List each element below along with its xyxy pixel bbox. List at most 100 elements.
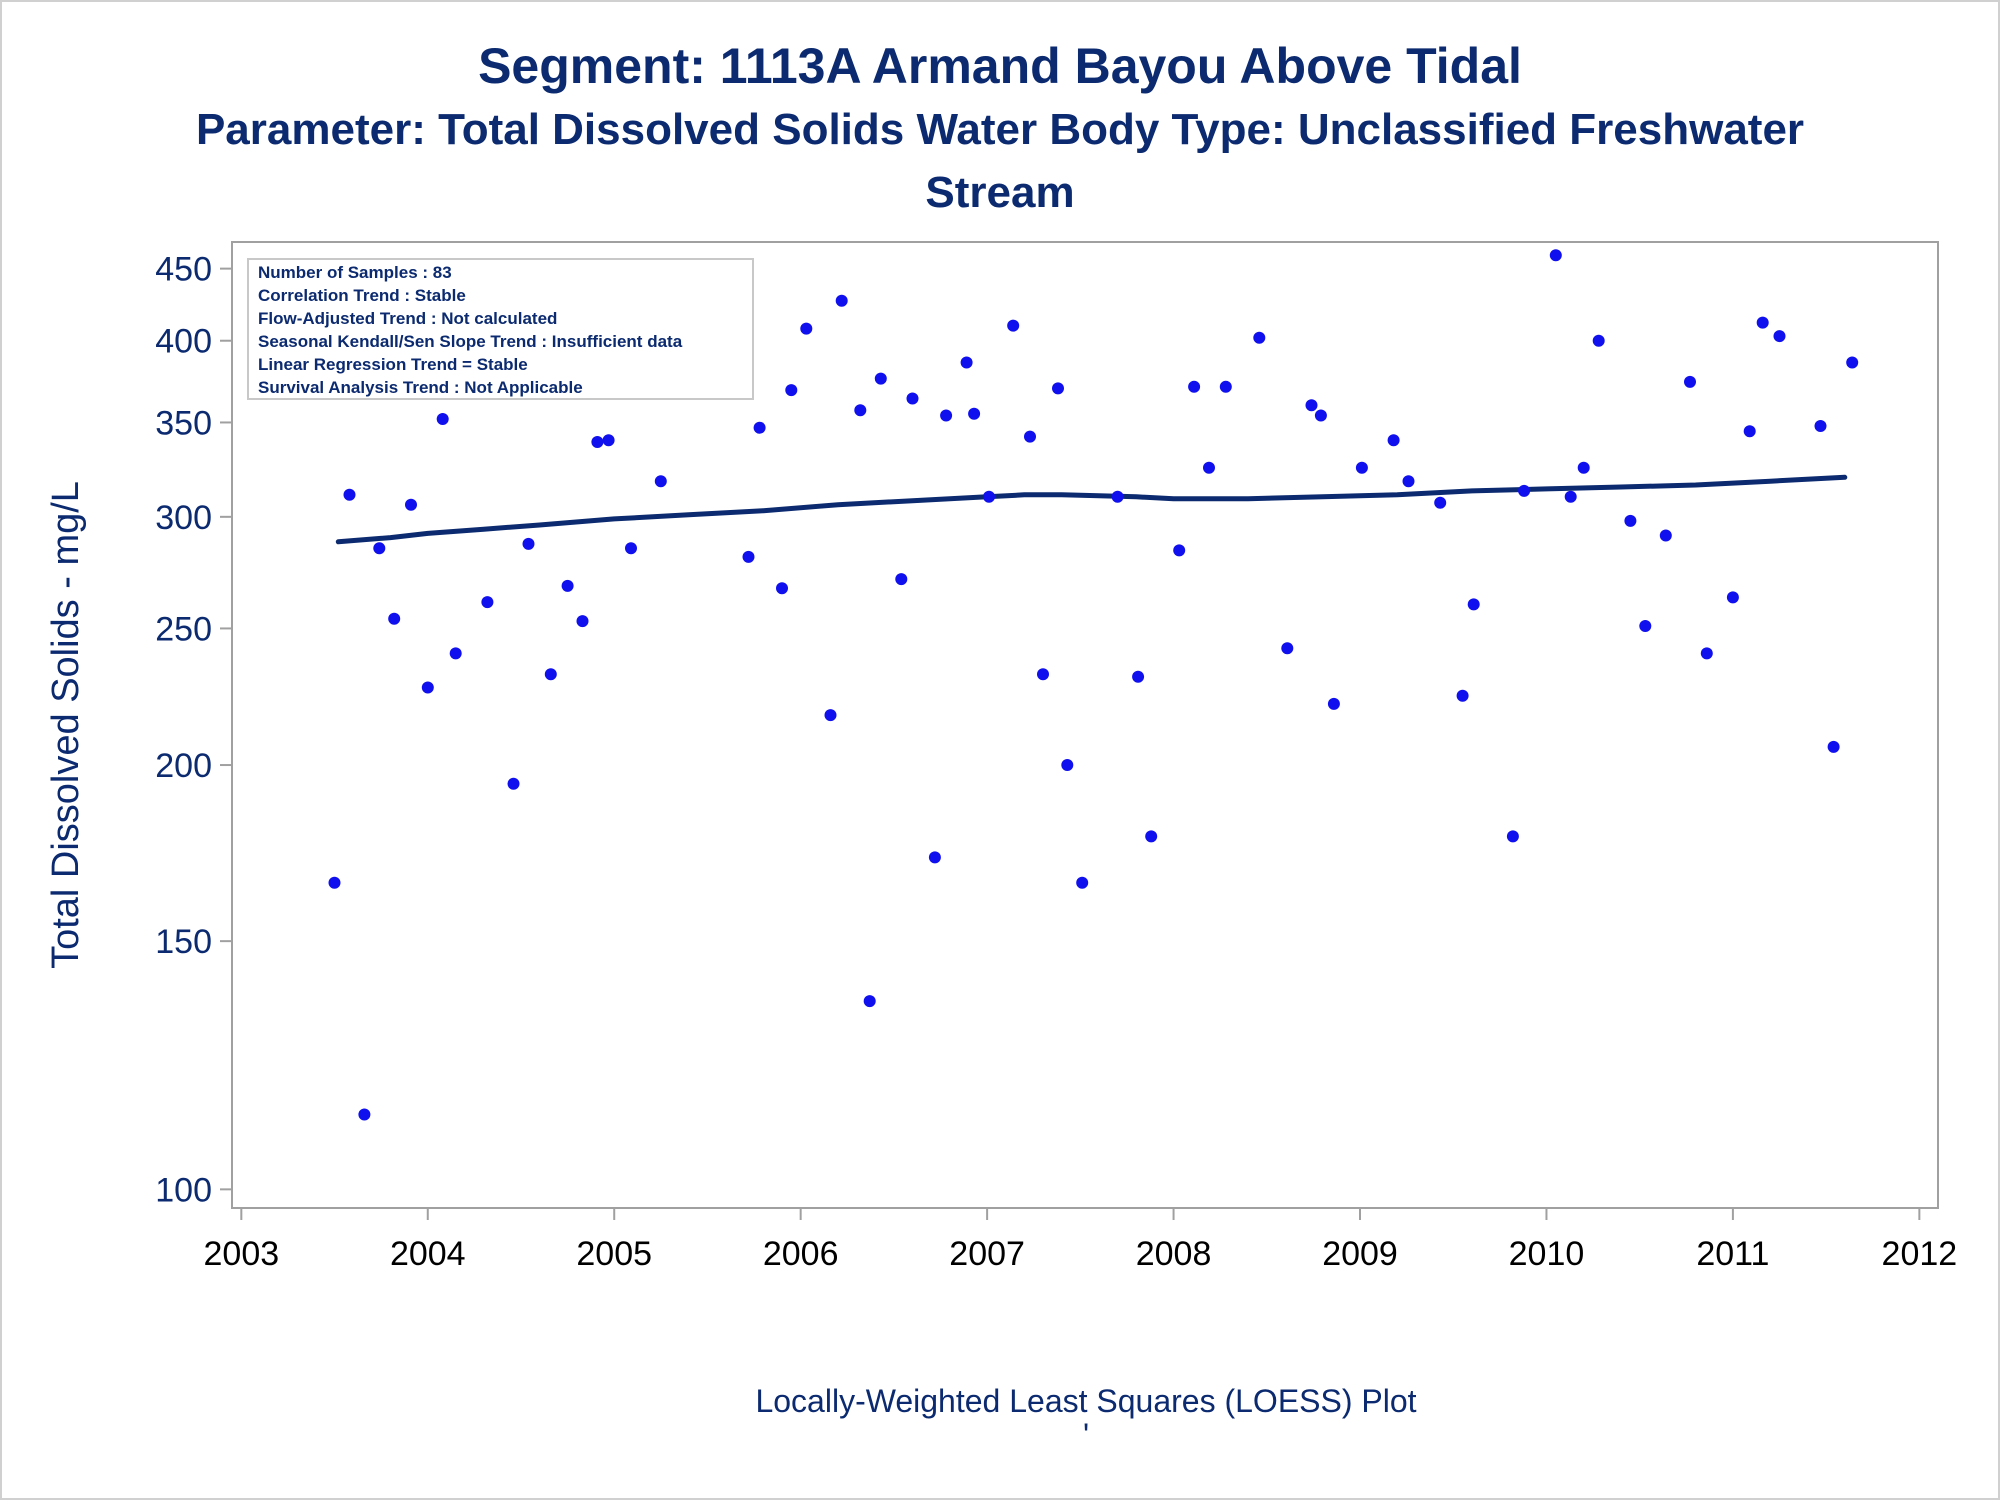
data-point: [863, 995, 876, 1008]
data-point: [1456, 689, 1469, 702]
data-point: [343, 488, 356, 501]
data-point: [1314, 409, 1327, 422]
y-tick-label: 100: [155, 1171, 212, 1209]
y-tick-label: 450: [155, 251, 212, 289]
data-point: [1132, 670, 1145, 683]
data-point: [1061, 759, 1074, 771]
x-tick-label: 2003: [204, 1235, 280, 1273]
data-point: [373, 542, 386, 555]
data-point: [358, 1108, 371, 1121]
chart-subtitle-line-2: Stream: [925, 168, 1075, 217]
data-point: [388, 612, 401, 625]
data-point: [776, 582, 788, 595]
data-point: [785, 384, 798, 397]
x-tick-label: 2004: [390, 1235, 466, 1273]
plot-area: [231, 241, 1939, 1209]
stat-seasonal-kendall-trend: Seasonal Kendall/Sen Slope Trend : Insuf…: [258, 332, 683, 351]
data-point: [968, 407, 981, 420]
data-point: [522, 537, 535, 550]
data-point: [481, 596, 494, 609]
x-tick-label: 2007: [949, 1235, 1025, 1273]
data-point: [753, 421, 766, 434]
data-point: [1402, 475, 1415, 488]
points-layer: [328, 249, 1859, 1121]
data-point: [928, 851, 941, 864]
stat-number-of-samples: Number of Samples : 83: [258, 263, 452, 282]
data-point: [940, 409, 953, 422]
data-point: [1434, 496, 1447, 509]
data-point: [1518, 484, 1531, 497]
data-point: [405, 498, 417, 511]
data-point: [1305, 399, 1318, 412]
stat-survival-analysis-trend: Survival Analysis Trend : Not Applicable: [258, 378, 583, 397]
stat-flow-adjusted-trend: Flow-Adjusted Trend : Not calculated: [258, 309, 557, 328]
x-tick-label: 2008: [1136, 1235, 1212, 1273]
y-tick-label: 300: [155, 499, 212, 537]
data-point: [1111, 490, 1124, 503]
data-point: [1684, 375, 1696, 388]
data-point: [1024, 430, 1036, 443]
data-point: [1564, 490, 1577, 503]
data-point: [1253, 331, 1266, 344]
data-point: [544, 668, 557, 681]
data-point: [1355, 461, 1368, 474]
y-tick-label: 150: [155, 923, 212, 961]
x-axis: 2003 2004 2005 2006 2007 2008 2009 2010 2011 2012: [204, 1208, 1958, 1273]
statistics-inset: Number of Samples : 83 Correlation Trend…: [247, 258, 754, 400]
data-point: [602, 434, 615, 447]
data-point: [436, 413, 449, 425]
data-point: [854, 404, 867, 417]
data-point: [1756, 316, 1769, 329]
data-point: [874, 372, 887, 385]
footnote: Locally-Weighted Least Squares (LOESS) P…: [755, 1383, 1416, 1419]
data-point: [906, 392, 919, 405]
data-point: [1467, 598, 1480, 611]
data-point: [1639, 620, 1652, 632]
x-tick-label: 2010: [1509, 1235, 1585, 1273]
stat-correlation-trend: Correlation Trend : Stable: [258, 286, 466, 305]
data-point: [1281, 642, 1294, 655]
loess-curve: [335, 474, 1848, 545]
data-point: [1052, 382, 1064, 395]
data-point: [576, 615, 589, 628]
statistics-inset-box: [247, 258, 754, 400]
data-point: [800, 322, 813, 335]
x-tick-label: 2006: [763, 1235, 839, 1273]
data-point: [1624, 514, 1637, 527]
data-point: [1506, 830, 1519, 843]
y-tick-label: 400: [155, 323, 212, 361]
data-point: [895, 573, 908, 586]
data-point: [507, 777, 520, 790]
data-point: [1145, 830, 1158, 843]
data-point: [1549, 249, 1562, 262]
data-point: [1037, 668, 1049, 681]
data-point: [1743, 425, 1756, 438]
data-point: [835, 294, 848, 307]
data-point: [1846, 356, 1859, 369]
data-point: [625, 542, 637, 555]
data-point: [421, 681, 434, 694]
y-tick-label: 250: [155, 610, 212, 648]
data-point: [1700, 647, 1713, 660]
data-point: [1726, 591, 1739, 604]
chart-title: Segment: 1113A Armand Bayou Above Tidal: [478, 38, 1522, 94]
x-tick-label: 2011: [1696, 1235, 1769, 1273]
data-point: [1592, 334, 1605, 347]
stat-linear-regression-trend: Linear Regression Trend = Stable: [258, 355, 528, 374]
data-point: [824, 709, 837, 722]
data-point: [983, 490, 995, 503]
data-point: [1827, 740, 1840, 753]
y-axis: 100 150 200 250 300 350 400 450: [155, 251, 232, 1209]
data-point: [1659, 529, 1672, 542]
x-tick-label: 2012: [1882, 1235, 1958, 1273]
data-point: [1814, 420, 1827, 432]
x-tick-label: 2005: [576, 1235, 652, 1273]
data-point: [1188, 380, 1201, 393]
x-tick-label: 2009: [1322, 1235, 1398, 1273]
y-axis-label: Total Dissolved Solids - mg/L: [45, 481, 87, 969]
data-point: [1219, 380, 1232, 393]
data-point: [1387, 434, 1400, 447]
y-tick-label: 350: [155, 404, 212, 442]
data-point: [591, 436, 604, 448]
data-point: [328, 876, 341, 889]
